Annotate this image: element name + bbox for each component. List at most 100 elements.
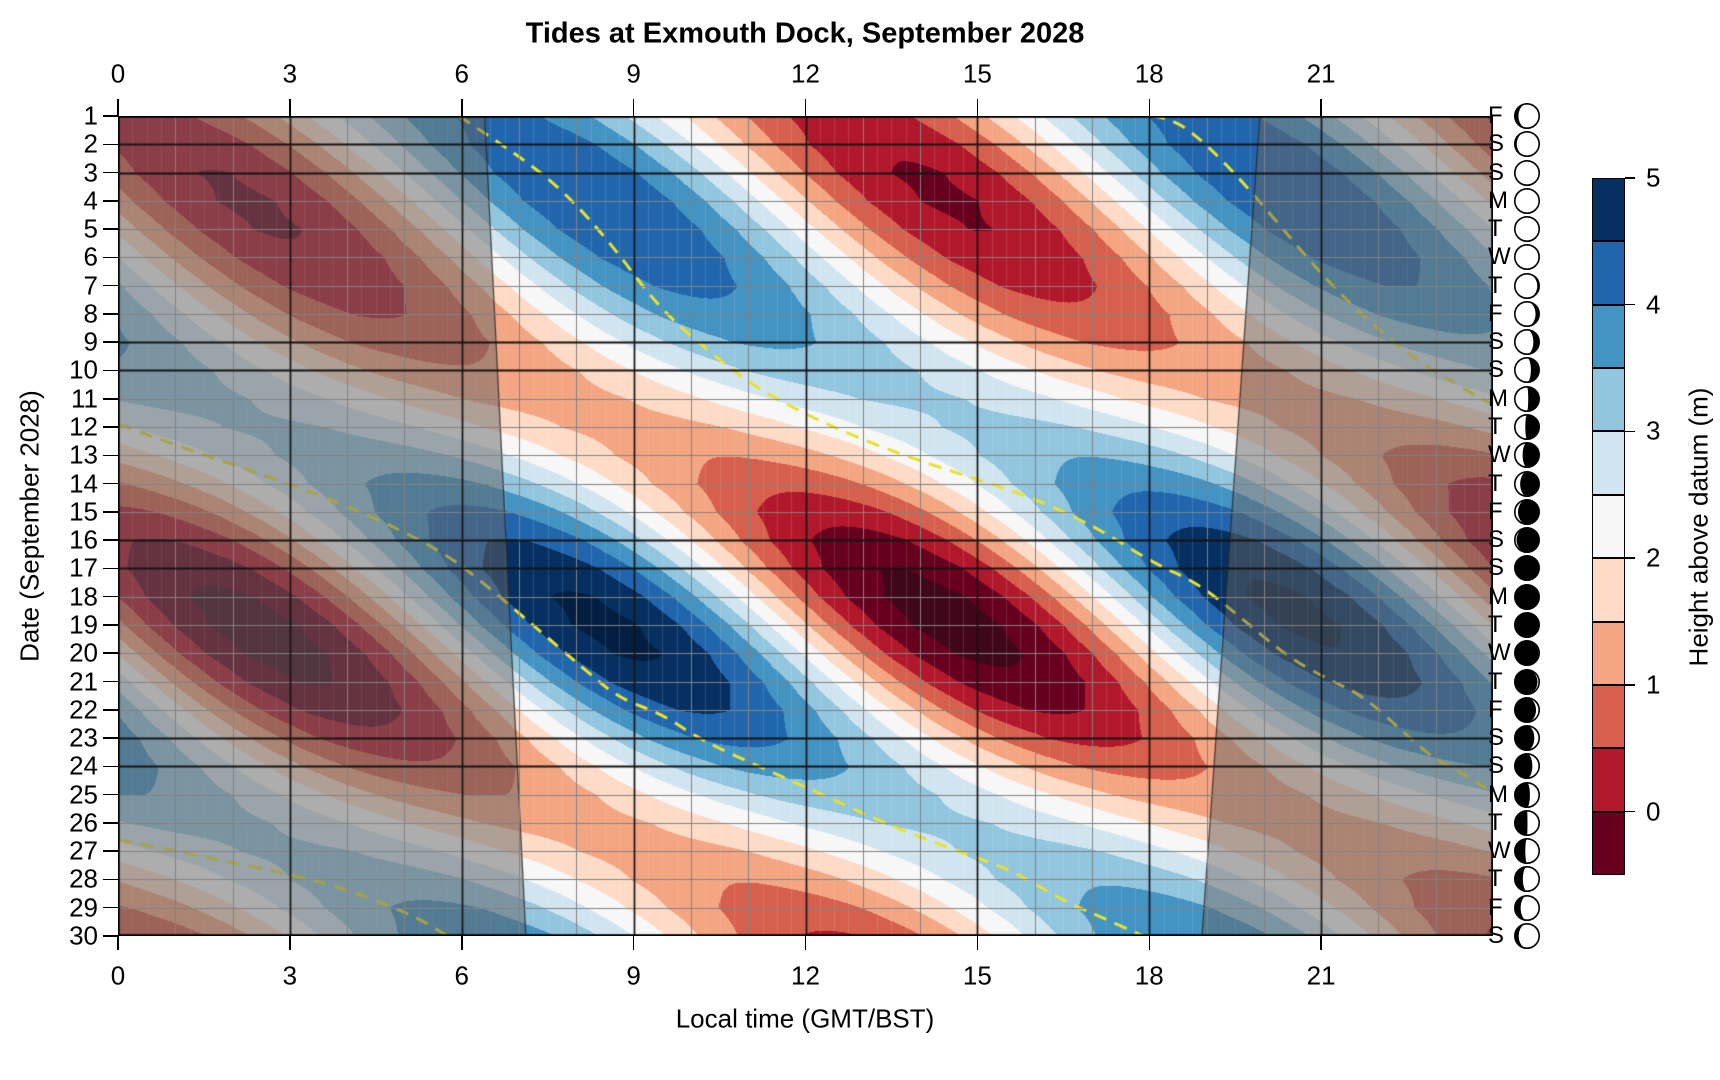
tide-contour-canvas	[118, 116, 1493, 936]
y-tick-label: 25	[69, 779, 98, 810]
x-tick-mark-bottom	[1148, 936, 1150, 950]
moon-phase-icon	[1514, 611, 1540, 638]
y-tick-label: 2	[83, 128, 98, 159]
moon-phase-icon	[1514, 498, 1540, 525]
y-tick-label: 22	[69, 694, 98, 725]
day-of-week-label: S	[1488, 922, 1505, 949]
moon-phase-icon	[1514, 159, 1540, 186]
y-tick-label: 27	[69, 835, 98, 866]
moon-phase-icon	[1514, 357, 1540, 384]
moon-phase-icon	[1514, 414, 1540, 441]
y-tick-label: 13	[69, 439, 98, 470]
day-of-week-label: S	[1488, 328, 1505, 356]
moon-phase-icon	[1514, 640, 1540, 667]
colorbar-tick-label: 2	[1646, 542, 1661, 573]
y-tick-mark	[103, 398, 118, 400]
x-tick-label-bottom: 15	[962, 960, 992, 991]
day-of-week-label: M	[1488, 384, 1508, 412]
y-tick-label: 5	[83, 213, 98, 244]
day-of-week-label: F	[1488, 299, 1503, 327]
x-tick-mark-top	[289, 99, 291, 116]
moon-phase-icon	[1514, 555, 1540, 582]
moon-phase-icon	[1514, 696, 1540, 723]
x-tick-mark-top	[461, 99, 463, 116]
y-tick-mark	[103, 624, 118, 626]
day-of-week-label: S	[1488, 158, 1505, 186]
moon-phase-icon	[1514, 753, 1540, 780]
chart-title: Tides at Exmouth Dock, September 2028	[525, 17, 1085, 50]
x-tick-mark-bottom	[289, 936, 291, 950]
day-of-week-label: S	[1488, 526, 1505, 554]
y-tick-label: 17	[69, 552, 98, 583]
y-tick-mark	[103, 341, 118, 343]
x-tick-label-bottom: 0	[110, 960, 126, 991]
x-tick-label-bottom: 3	[282, 960, 298, 991]
x-tick-mark-top	[804, 99, 807, 116]
y-tick-label: 28	[69, 863, 98, 894]
x-axis-label: Local time (GMT/BST)	[675, 1003, 935, 1034]
day-of-week-label: T	[1488, 667, 1503, 695]
moon-phase-icon	[1514, 527, 1540, 554]
colorbar-band	[1592, 368, 1625, 432]
x-tick-label-bottom: 21	[1306, 960, 1336, 991]
day-of-week-label: T	[1488, 865, 1503, 893]
y-tick-mark	[103, 652, 118, 654]
x-tick-mark-bottom	[976, 936, 979, 950]
y-tick-label: 7	[83, 270, 98, 301]
y-tick-mark	[103, 793, 118, 796]
y-tick-mark	[103, 313, 118, 315]
day-of-week-label: S	[1488, 130, 1505, 158]
y-tick-mark	[103, 709, 118, 711]
y-axis-label: Date (September 2028)	[14, 390, 45, 662]
y-tick-label: 30	[69, 920, 98, 951]
day-of-week-label: S	[1488, 752, 1505, 780]
y-tick-mark	[103, 765, 118, 768]
y-tick-label: 29	[69, 892, 98, 923]
y-tick-mark	[103, 143, 118, 146]
x-tick-label-bottom: 9	[626, 960, 641, 991]
colorbar-band	[1592, 494, 1625, 559]
x-tick-mark-bottom	[117, 936, 119, 950]
y-tick-label: 4	[83, 185, 98, 216]
moon-phase-icon	[1514, 442, 1540, 469]
moon-phase-icon	[1514, 923, 1540, 949]
y-tick-label: 24	[69, 750, 98, 781]
x-tick-label-top: 15	[962, 58, 992, 89]
y-tick-label: 10	[69, 354, 98, 385]
y-tick-mark	[103, 850, 118, 852]
x-tick-mark-top	[117, 99, 119, 116]
y-tick-mark	[103, 426, 118, 428]
x-tick-label-bottom: 18	[1134, 960, 1164, 991]
x-tick-label-bottom: 12	[791, 960, 820, 991]
y-tick-mark	[103, 454, 118, 457]
day-of-week-label: M	[1488, 582, 1508, 610]
day-of-week-label: M	[1488, 780, 1508, 808]
y-tick-label: 9	[83, 326, 98, 357]
moon-phase-icon	[1514, 781, 1540, 808]
y-tick-label: 26	[69, 807, 98, 838]
moon-phase-icon	[1514, 131, 1540, 158]
y-tick-label: 3	[83, 157, 98, 188]
y-tick-mark	[103, 567, 118, 570]
moon-phase-icon	[1514, 300, 1540, 327]
x-tick-mark-top	[976, 99, 979, 116]
x-tick-label-top: 9	[626, 58, 641, 89]
x-tick-label-top: 0	[110, 58, 126, 89]
x-tick-label-top: 3	[282, 58, 298, 89]
y-tick-mark	[103, 539, 118, 541]
colorbar-band	[1592, 178, 1625, 242]
y-tick-label: 6	[83, 241, 98, 272]
y-tick-mark	[103, 906, 118, 909]
x-tick-mark-top	[1320, 99, 1322, 116]
colorbar-tick-label: 1	[1646, 669, 1661, 700]
y-tick-label: 16	[69, 524, 98, 555]
day-of-week-label: M	[1488, 186, 1508, 214]
day-of-week-label: T	[1488, 271, 1503, 299]
moon-phase-icon	[1514, 866, 1540, 893]
day-of-week-label: F	[1488, 695, 1503, 723]
x-tick-label-top: 12	[791, 58, 820, 89]
day-of-week-label: W	[1488, 639, 1511, 667]
day-of-week-label: T	[1488, 469, 1503, 497]
y-tick-mark	[103, 822, 118, 824]
x-tick-label-bottom: 6	[454, 960, 469, 991]
